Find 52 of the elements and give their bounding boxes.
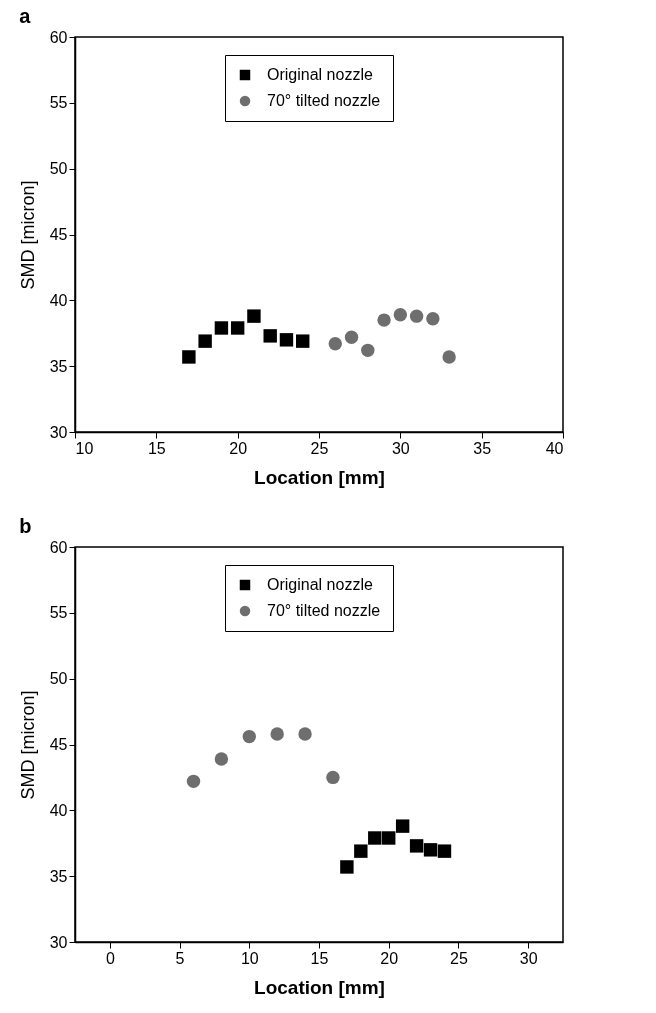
chart-title: a [19, 5, 32, 27]
x-tick-label: 10 [240, 949, 259, 967]
y-tick-label: 35 [49, 867, 68, 885]
point [437, 844, 452, 858]
point [242, 729, 256, 744]
x-tick-label: 15 [147, 439, 166, 457]
x-tick-label: 20 [380, 949, 399, 967]
legend-label: 70° tilted nozzle [267, 602, 381, 619]
y-tick-label: 60 [49, 538, 68, 556]
point [326, 770, 340, 785]
point [395, 819, 410, 833]
legend-label: Original nozzle [267, 66, 373, 83]
y-tick-label: 50 [49, 670, 68, 688]
y-tick-label: 40 [49, 801, 68, 819]
y-tick-label: 30 [49, 423, 68, 441]
y-tick-label: 55 [49, 604, 68, 622]
x-tick-label: 35 [473, 439, 492, 457]
x-tick-label: 0 [105, 949, 115, 967]
y-axis-title: SMD [micron] [17, 690, 38, 800]
y-tick-label: 50 [49, 160, 68, 178]
y-axis-title: SMD [micron] [17, 180, 38, 290]
x-tick-label: 5 [175, 949, 185, 967]
x-tick-label: 10 [75, 439, 94, 457]
point [354, 844, 368, 858]
x-tick-label: 30 [519, 949, 538, 967]
x-axis-title: Location [mm] [254, 466, 385, 488]
y-tick-label: 45 [49, 736, 68, 753]
y-tick-label: 45 [49, 226, 68, 243]
point [270, 727, 284, 741]
chart-title: b [19, 515, 32, 537]
point [340, 860, 354, 874]
point [423, 843, 438, 857]
point [409, 839, 424, 853]
y-tick-label: 35 [49, 357, 68, 375]
point [298, 727, 312, 741]
x-tick-label: 20 [229, 439, 248, 457]
x-axis-title: Location [mm] [254, 976, 385, 998]
x-tick-label: 25 [310, 439, 329, 457]
y-tick-label: 30 [49, 933, 68, 951]
point [382, 831, 396, 845]
point [214, 752, 229, 766]
y-tick-label: 40 [49, 291, 68, 309]
x-tick-label: 15 [310, 949, 329, 967]
x-tick-label: 30 [391, 439, 410, 457]
point [186, 774, 201, 789]
x-tick-label: 25 [450, 949, 468, 967]
legend-label: Original nozzle [267, 576, 373, 593]
y-tick-label: 60 [49, 28, 68, 46]
x-tick-label: 40 [545, 439, 564, 457]
legend-label: 70° tilted nozzle [267, 92, 381, 109]
y-tick-label: 55 [49, 94, 68, 112]
point [368, 831, 382, 845]
